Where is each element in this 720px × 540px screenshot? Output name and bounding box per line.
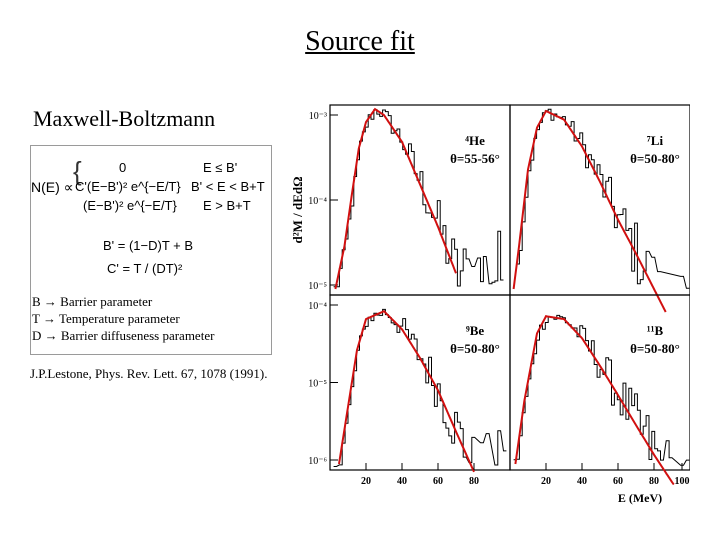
parameter-legend: B → Barrier parameter T → Temperature pa… bbox=[32, 293, 214, 344]
formula-box: N(E) ∝ { 0 E ≤ B' C'(E−B')² e^{−E/T} B' … bbox=[30, 145, 272, 355]
formula-case1-expr: 0 bbox=[119, 160, 127, 175]
formula-case3-expr: (E−B')² e^{−E/T} bbox=[83, 198, 177, 213]
spectra-chart: d²M / dEdΩ E (MeV) 10⁻³ 10⁻⁴ 10⁻⁵ ⁴He θ=55-5… bbox=[290, 104, 690, 505]
data-histogram-1 bbox=[516, 108, 690, 289]
panel-angle-3: θ=50-80° bbox=[630, 341, 680, 356]
y-tick-label-0-1: 10⁻⁴ bbox=[308, 196, 327, 207]
formula-def1: B' = (1−D)T + B bbox=[103, 238, 194, 253]
panel-angle-0: θ=55-56° bbox=[450, 151, 500, 166]
citation: J.P.Lestone, Phys. Rev. Lett. 67, 1078 (… bbox=[30, 366, 268, 381]
x-tick-label-right-4: 100 bbox=[675, 476, 690, 487]
panel-frame-3 bbox=[509, 294, 690, 471]
x-tick-label-left-3: 80 bbox=[469, 476, 479, 487]
panel-isotope-2: ⁹Be bbox=[466, 323, 485, 338]
formula-case2-cond: B' < E < B+T bbox=[191, 179, 265, 194]
fit-curve-3 bbox=[514, 315, 675, 486]
panel-angle-2: θ=50-80° bbox=[450, 341, 500, 356]
slide-title: Source fit bbox=[305, 26, 415, 57]
x-tick-label-right-2: 60 bbox=[613, 476, 623, 487]
slide-subtitle: Maxwell-Boltzmann bbox=[33, 106, 216, 131]
formula-case1-cond: E ≤ B' bbox=[203, 160, 238, 175]
fit-curve-1 bbox=[512, 109, 667, 313]
panel-isotope-3: ¹¹B bbox=[647, 323, 664, 338]
panel-frame-2 bbox=[329, 294, 511, 471]
legend-item-barrier: B → Barrier parameter bbox=[32, 294, 153, 309]
panel-angle-1: θ=50-80° bbox=[630, 151, 680, 166]
y-tick-label-2-0: 10⁻⁴ bbox=[308, 301, 327, 312]
fit-curve-2 bbox=[338, 310, 475, 473]
formula-def2: C' = T / (DT)² bbox=[107, 261, 183, 276]
fit-curve-0 bbox=[334, 107, 457, 290]
panel-isotope-0: ⁴He bbox=[465, 133, 485, 148]
y-axis-label: d²M / dEdΩ bbox=[290, 176, 305, 243]
y-tick-label-0-2: 10⁻⁵ bbox=[308, 281, 327, 292]
y-tick-label-2-1: 10⁻⁵ bbox=[308, 379, 327, 390]
x-tick-label-left-1: 40 bbox=[397, 476, 407, 487]
formula-brace: { bbox=[73, 156, 82, 186]
x-axis-label: E (MeV) bbox=[618, 491, 662, 505]
formula-case2-expr: C'(E−B')² e^{−E/T} bbox=[75, 179, 181, 194]
x-tick-label-left-0: 20 bbox=[361, 476, 371, 487]
panel-isotope-1: ⁷Li bbox=[647, 133, 664, 148]
x-tick-label-right-3: 80 bbox=[649, 476, 659, 487]
x-tick-label-right-1: 40 bbox=[577, 476, 587, 487]
x-tick-label-left-2: 60 bbox=[433, 476, 443, 487]
formula-case3-cond: E > B+T bbox=[203, 198, 251, 213]
legend-item-temperature: T → Temperature parameter bbox=[32, 311, 180, 326]
formula-lhs: N(E) ∝ bbox=[31, 179, 74, 195]
y-tick-label-2-2: 10⁻⁶ bbox=[308, 456, 327, 467]
legend-item-diffuseness: D → Barrier diffuseness parameter bbox=[32, 328, 215, 343]
y-tick-label-0-0: 10⁻³ bbox=[309, 111, 327, 122]
x-tick-label-right-0: 20 bbox=[541, 476, 551, 487]
